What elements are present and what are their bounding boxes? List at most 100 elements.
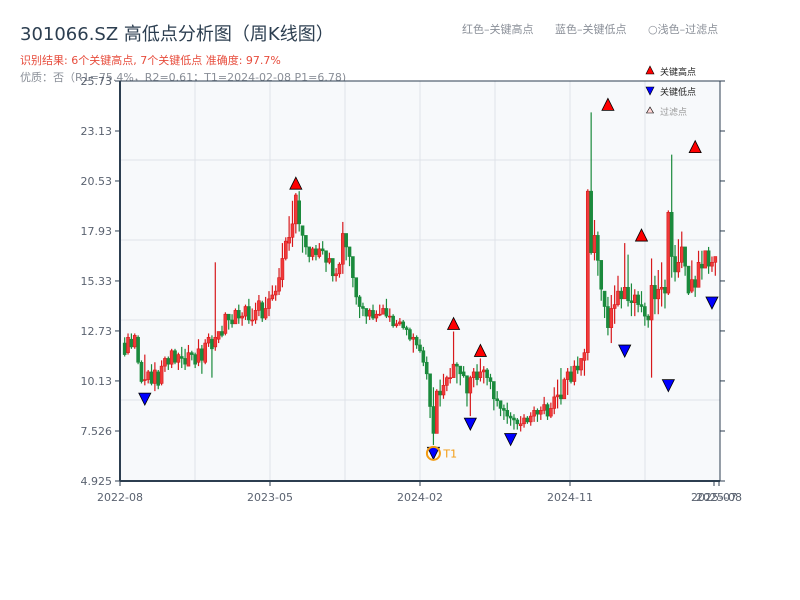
- candle-body: [136, 336, 140, 363]
- candle-body: [619, 290, 624, 300]
- candle-body: [431, 406, 436, 434]
- candle-body: [703, 250, 708, 269]
- page-title: 301066.SZ 高低点分析图（周K线图）: [20, 24, 334, 45]
- candle-body: [532, 410, 536, 417]
- candle-body: [710, 262, 714, 267]
- y-tick-label: 15.33: [81, 275, 113, 288]
- candle-body: [294, 194, 298, 225]
- candle-body: [481, 369, 486, 373]
- candle-body: [122, 342, 127, 355]
- candle-body: [307, 246, 312, 257]
- legend-filtered-icon: [645, 106, 655, 114]
- key-high-marker: [688, 139, 702, 154]
- candle-body: [347, 246, 352, 257]
- candle-body: [585, 190, 590, 353]
- candle-body: [612, 304, 617, 309]
- candle-body: [646, 315, 651, 321]
- candle-body: [327, 258, 332, 263]
- t1-ring: [425, 445, 441, 461]
- candle-body: [629, 300, 634, 303]
- candle-body: [539, 410, 543, 415]
- y-tick-label: 12.73: [81, 325, 113, 338]
- x-tick-label: 2022-08: [97, 491, 143, 504]
- key-low-marker: [661, 379, 675, 393]
- key-high-marker: [289, 176, 303, 190]
- candle-body: [639, 304, 644, 307]
- candle-body: [706, 250, 711, 267]
- candle-body: [132, 335, 137, 348]
- legend-light-label: ○浅色–过滤点: [648, 23, 719, 36]
- candle-body: [498, 400, 503, 409]
- candle-body: [300, 225, 305, 236]
- candle-body: [273, 290, 278, 296]
- candle-body: [455, 363, 459, 367]
- candle-body: [589, 190, 593, 253]
- candle-body: [387, 315, 392, 318]
- candle-body: [518, 423, 523, 427]
- candle-body: [465, 375, 469, 394]
- candle-body: [458, 365, 463, 375]
- candle-body: [146, 371, 150, 380]
- candle-body: [508, 415, 513, 419]
- t1-label: T1: [442, 447, 457, 460]
- candle-body: [173, 350, 177, 363]
- candle-body: [364, 308, 369, 317]
- candle-body: [320, 248, 325, 252]
- y-tick-label: 4.925: [81, 475, 113, 488]
- candle-body: [304, 235, 308, 248]
- x-tick-label: 2024-11: [547, 491, 593, 504]
- candle-body: [686, 265, 691, 294]
- candle-body: [582, 352, 587, 361]
- candle-body: [183, 358, 187, 365]
- candle-body: [226, 313, 231, 321]
- y-tick-label: 17.93: [81, 225, 113, 238]
- candle-body: [522, 417, 526, 425]
- candle-body: [478, 371, 483, 378]
- candle-body: [679, 246, 684, 263]
- candle-body: [324, 250, 328, 263]
- candle-body: [391, 315, 395, 327]
- candle-body: [502, 408, 506, 411]
- candle-body: [223, 313, 228, 334]
- candle-body: [361, 306, 365, 309]
- candle-body: [559, 394, 563, 400]
- legend-low-label: 关键低点: [660, 86, 696, 98]
- candle-body: [643, 306, 647, 317]
- candle-body: [186, 352, 191, 367]
- candle-body: [247, 306, 251, 321]
- candle-body: [371, 310, 375, 319]
- candle-body: [669, 212, 674, 257]
- candle-body: [434, 390, 439, 434]
- candle-body: [649, 285, 654, 321]
- candle-body: [525, 417, 530, 423]
- candle-body: [341, 233, 345, 265]
- candle-body: [337, 263, 342, 275]
- candle-body: [683, 246, 687, 267]
- key-low-marker: [705, 296, 719, 310]
- candle-body: [492, 381, 496, 400]
- candle-body: [552, 396, 557, 409]
- candle-body: [250, 319, 255, 322]
- y-tick-label: 7.526: [81, 425, 113, 438]
- candle-body: [213, 336, 218, 348]
- candle-body: [666, 212, 671, 294]
- candle-body: [243, 306, 248, 317]
- candle-body: [367, 310, 372, 317]
- candle-body: [253, 310, 258, 321]
- x-tick-label: 2025-07: [691, 491, 737, 504]
- key-high-marker: [634, 228, 649, 242]
- candle-body: [277, 277, 281, 292]
- y-tick-label: 20.53: [81, 175, 113, 188]
- x-tick-label: 2025-08: [696, 491, 742, 504]
- color-legend: 红色–关键高点 蓝色–关键低点 ○浅色–过滤点: [462, 21, 718, 37]
- candle-body: [448, 377, 453, 379]
- candle-body: [428, 373, 432, 407]
- candle-body: [575, 365, 580, 371]
- candle-body: [220, 331, 224, 336]
- candle-body: [179, 356, 184, 359]
- candle-body: [290, 223, 295, 238]
- candle-body: [549, 408, 553, 417]
- candle-body: [156, 371, 161, 386]
